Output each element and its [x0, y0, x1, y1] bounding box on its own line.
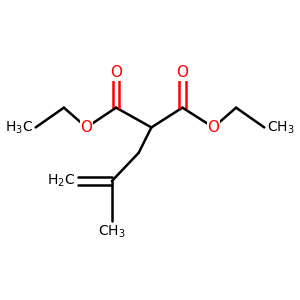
- Text: O: O: [208, 120, 220, 135]
- Text: O: O: [80, 120, 92, 135]
- Text: H$_3$C: H$_3$C: [5, 119, 33, 136]
- Text: H$_2$C: H$_2$C: [47, 173, 75, 189]
- Text: O: O: [176, 65, 188, 80]
- Text: CH$_3$: CH$_3$: [267, 119, 295, 136]
- Text: O: O: [110, 65, 122, 80]
- Text: CH$_3$: CH$_3$: [98, 224, 126, 240]
